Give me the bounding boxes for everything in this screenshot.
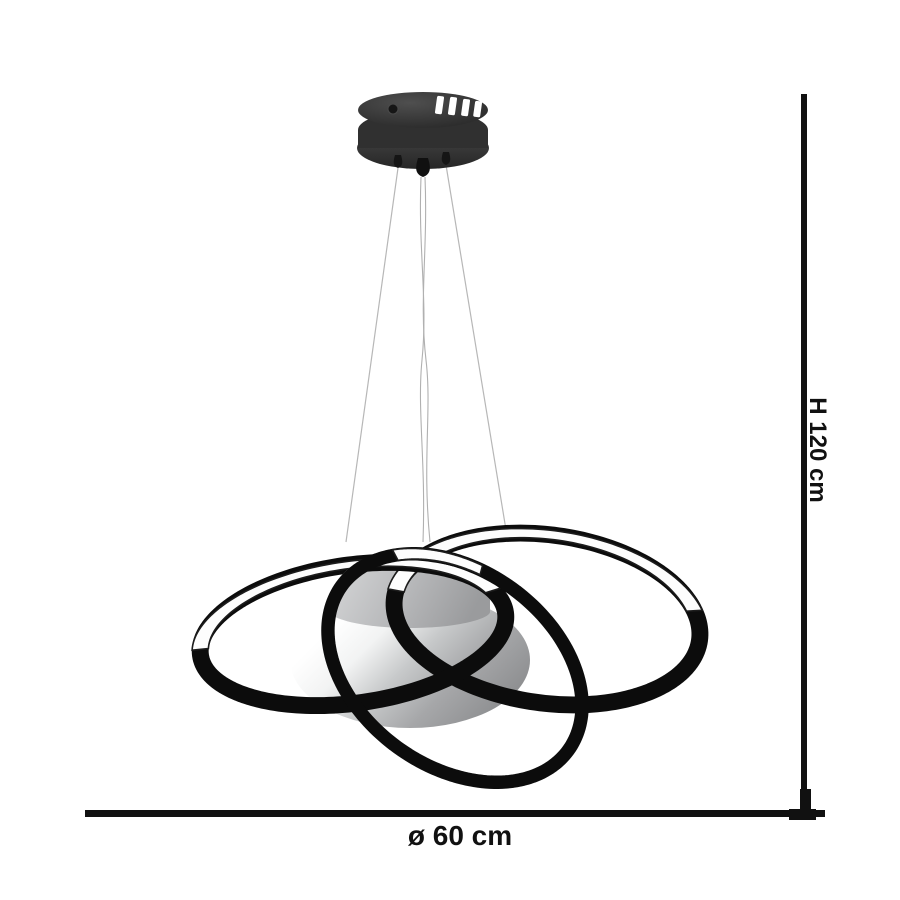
svg-text:ø 60 cm: ø 60 cm xyxy=(408,820,512,851)
svg-text:H 120 cm: H 120 cm xyxy=(804,397,831,502)
